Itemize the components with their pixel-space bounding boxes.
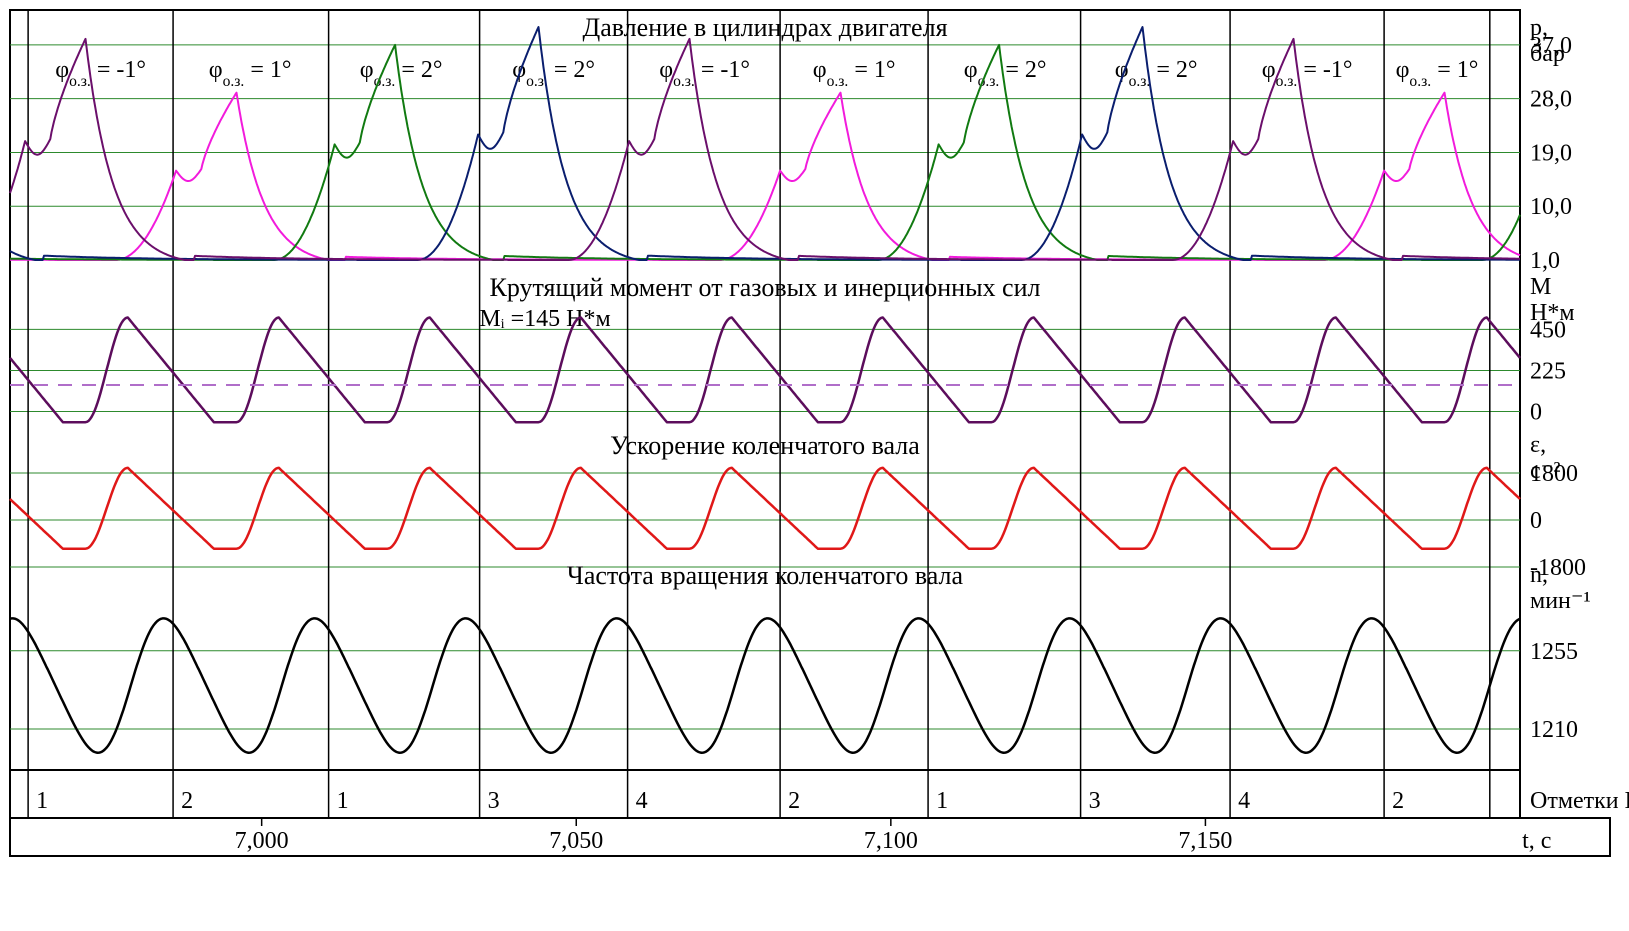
svg-text:p,: p, (1530, 15, 1548, 41)
svg-text:1: 1 (337, 788, 349, 814)
svg-text:10,0: 10,0 (1530, 194, 1572, 220)
svg-text:4: 4 (1238, 788, 1250, 814)
time-axis-unit: t, с (1522, 828, 1551, 854)
svg-text:мин⁻¹: мин⁻¹ (1530, 588, 1591, 614)
svg-text:1: 1 (36, 788, 48, 814)
svg-text:3: 3 (1089, 788, 1101, 814)
svg-text:7,050: 7,050 (549, 828, 603, 854)
svg-text:7,000: 7,000 (235, 828, 289, 854)
svg-text:2: 2 (181, 788, 193, 814)
svg-text:2: 2 (788, 788, 800, 814)
svg-text:n,: n, (1530, 562, 1548, 588)
svg-text:1,0: 1,0 (1530, 248, 1560, 274)
svg-text:0: 0 (1530, 400, 1542, 426)
svg-text:3: 3 (488, 788, 500, 814)
svg-text:1: 1 (936, 788, 948, 814)
svg-text:2: 2 (1392, 788, 1404, 814)
track-title-pressure: Давление в цилиндрах двигателя (582, 13, 947, 42)
svg-text:Н*м: Н*м (1530, 300, 1575, 326)
track-title-speed: Частота вращения коленчатого вала (567, 561, 964, 590)
svg-text:1210: 1210 (1530, 717, 1578, 743)
svg-text:28,0: 28,0 (1530, 87, 1572, 113)
svg-text:0: 0 (1530, 508, 1542, 534)
track-title-accel: Ускорение коленчатого вала (610, 431, 920, 460)
svg-text:19,0: 19,0 (1530, 140, 1572, 166)
svg-text:7,100: 7,100 (864, 828, 918, 854)
svg-text:4: 4 (636, 788, 648, 814)
multi-track-oscillogram: 1,010,019,028,037,0p,барДавление в цилин… (0, 0, 1629, 931)
svg-text:М: М (1530, 274, 1551, 300)
svg-text:225: 225 (1530, 358, 1566, 384)
chart-svg: 1,010,019,028,037,0p,барДавление в цилин… (0, 0, 1629, 931)
svg-text:бар: бар (1530, 41, 1565, 67)
svg-text:1255: 1255 (1530, 639, 1578, 665)
svg-text:ε,: ε, (1530, 432, 1546, 458)
svg-text:с⁻²: с⁻² (1530, 458, 1561, 484)
vmt-label: Отметки ВМТ (1530, 788, 1629, 814)
track-title-torque: Крутящий момент от газовых и инерционных… (490, 273, 1041, 302)
svg-text:7,150: 7,150 (1178, 828, 1232, 854)
